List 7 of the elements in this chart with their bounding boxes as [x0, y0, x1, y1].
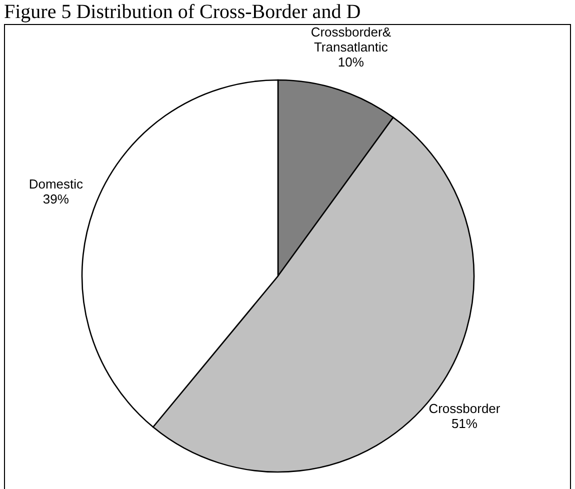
data-label: 39%	[42, 192, 70, 207]
slice-label: Crossborder& Transatlantic	[310, 24, 392, 55]
data-label: 51%	[451, 416, 478, 432]
chart-title: Figure 5 Distribution of Cross-Border and D	[4, 1, 361, 23]
slice-label: Domestic	[28, 176, 84, 192]
data-label: 10%	[338, 54, 364, 70]
slice-label: Crossborder	[428, 401, 501, 416]
